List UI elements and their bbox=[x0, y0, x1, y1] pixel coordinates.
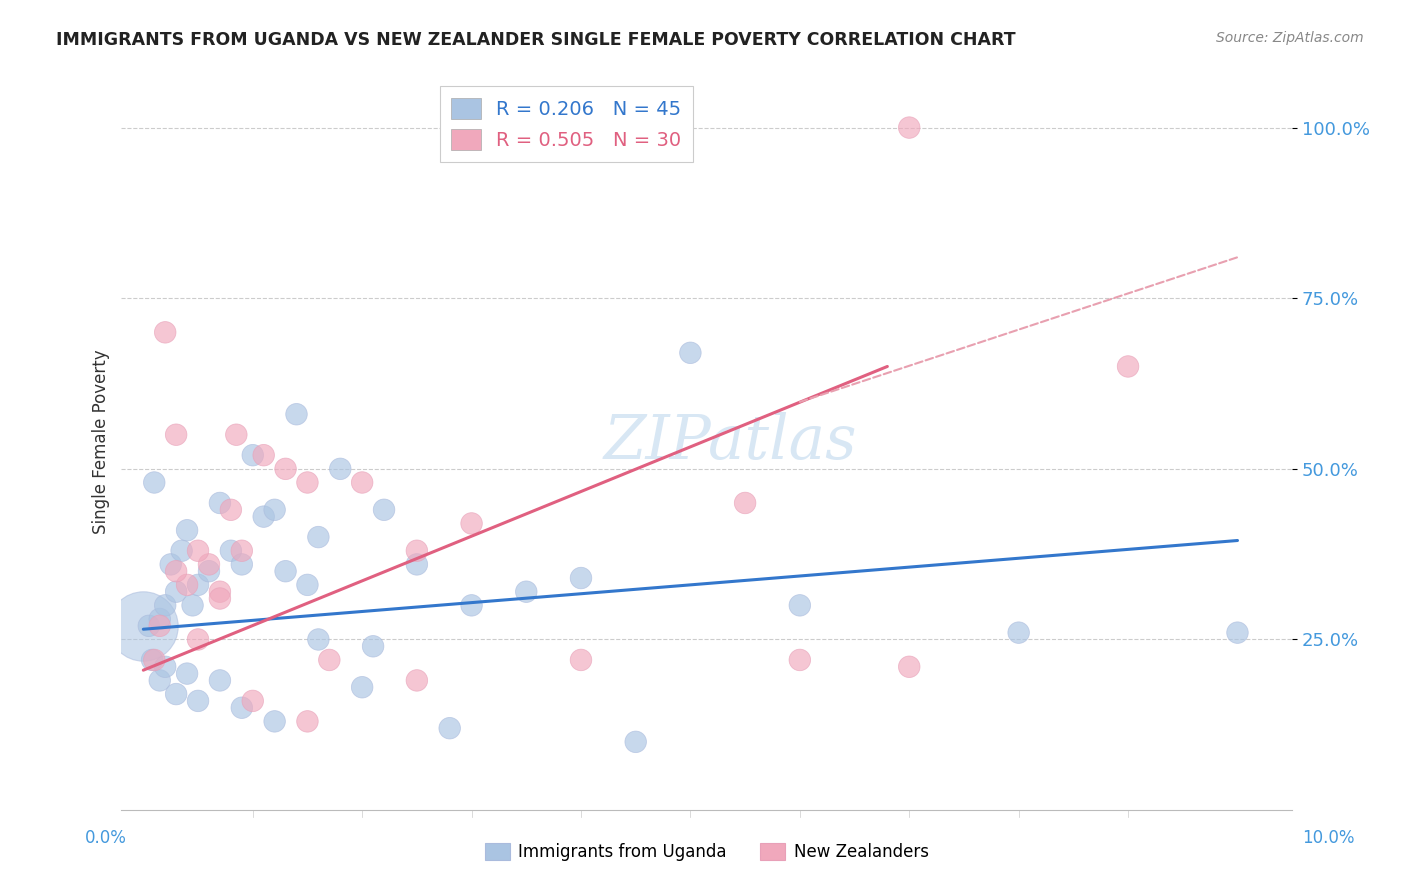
Point bbox=[155, 599, 177, 613]
Point bbox=[231, 700, 253, 714]
Point bbox=[898, 660, 921, 674]
Text: Source: ZipAtlas.com: Source: ZipAtlas.com bbox=[1216, 31, 1364, 45]
Point bbox=[132, 619, 155, 633]
Legend: R = 0.206   N = 45, R = 0.505   N = 30: R = 0.206 N = 45, R = 0.505 N = 30 bbox=[440, 87, 693, 161]
Point bbox=[307, 632, 329, 647]
Point bbox=[141, 653, 163, 667]
Point bbox=[460, 599, 482, 613]
Point bbox=[181, 599, 204, 613]
Point bbox=[1008, 625, 1031, 640]
Point bbox=[208, 673, 231, 688]
Point bbox=[307, 530, 329, 544]
Point bbox=[187, 632, 209, 647]
Text: IMMIGRANTS FROM UGANDA VS NEW ZEALANDER SINGLE FEMALE POVERTY CORRELATION CHART: IMMIGRANTS FROM UGANDA VS NEW ZEALANDER … bbox=[56, 31, 1017, 49]
Point bbox=[285, 407, 308, 421]
Text: 10.0%: 10.0% bbox=[1302, 829, 1355, 847]
Point bbox=[170, 543, 193, 558]
Point bbox=[274, 564, 297, 578]
Point bbox=[198, 558, 221, 572]
Point bbox=[569, 653, 592, 667]
Point bbox=[159, 558, 181, 572]
Point bbox=[143, 475, 166, 490]
Point bbox=[679, 346, 702, 360]
Point bbox=[176, 523, 198, 537]
Point bbox=[405, 673, 427, 688]
Point bbox=[789, 653, 811, 667]
Point bbox=[143, 653, 166, 667]
Text: 0.0%: 0.0% bbox=[84, 829, 127, 847]
Point bbox=[149, 619, 172, 633]
Point bbox=[231, 543, 253, 558]
Point bbox=[1226, 625, 1249, 640]
Point bbox=[898, 120, 921, 135]
Point bbox=[263, 503, 285, 517]
Point bbox=[460, 516, 482, 531]
Point bbox=[219, 543, 242, 558]
Point bbox=[242, 694, 264, 708]
Point bbox=[297, 475, 319, 490]
Point bbox=[219, 503, 242, 517]
Point bbox=[149, 673, 172, 688]
Point bbox=[187, 578, 209, 592]
Point bbox=[225, 427, 247, 442]
Point bbox=[155, 660, 177, 674]
Point bbox=[373, 503, 395, 517]
Point bbox=[624, 735, 647, 749]
Point bbox=[231, 558, 253, 572]
Point bbox=[208, 584, 231, 599]
Point bbox=[405, 543, 427, 558]
Text: ZIPatlas: ZIPatlas bbox=[603, 411, 858, 472]
Point bbox=[253, 448, 276, 462]
Point bbox=[165, 564, 187, 578]
Point bbox=[515, 584, 537, 599]
Point bbox=[165, 584, 187, 599]
Point bbox=[297, 578, 319, 592]
Point bbox=[187, 543, 209, 558]
Point bbox=[789, 599, 811, 613]
Point bbox=[405, 558, 427, 572]
Point bbox=[439, 721, 461, 735]
Point bbox=[138, 619, 160, 633]
Point bbox=[253, 509, 276, 524]
Point bbox=[329, 462, 352, 476]
Point bbox=[734, 496, 756, 510]
Point bbox=[352, 680, 374, 694]
Point bbox=[176, 578, 198, 592]
Point bbox=[263, 714, 285, 729]
Point bbox=[187, 694, 209, 708]
Point bbox=[274, 462, 297, 476]
Point bbox=[155, 326, 177, 340]
Point bbox=[297, 714, 319, 729]
Point bbox=[149, 612, 172, 626]
Point bbox=[352, 475, 374, 490]
Point bbox=[198, 564, 221, 578]
Point bbox=[1116, 359, 1139, 374]
Point bbox=[208, 496, 231, 510]
Point bbox=[242, 448, 264, 462]
Point bbox=[318, 653, 340, 667]
Point bbox=[208, 591, 231, 606]
Point bbox=[569, 571, 592, 585]
Point bbox=[165, 687, 187, 701]
Point bbox=[165, 427, 187, 442]
Point bbox=[361, 640, 384, 654]
Y-axis label: Single Female Poverty: Single Female Poverty bbox=[93, 350, 110, 533]
Point bbox=[176, 666, 198, 681]
